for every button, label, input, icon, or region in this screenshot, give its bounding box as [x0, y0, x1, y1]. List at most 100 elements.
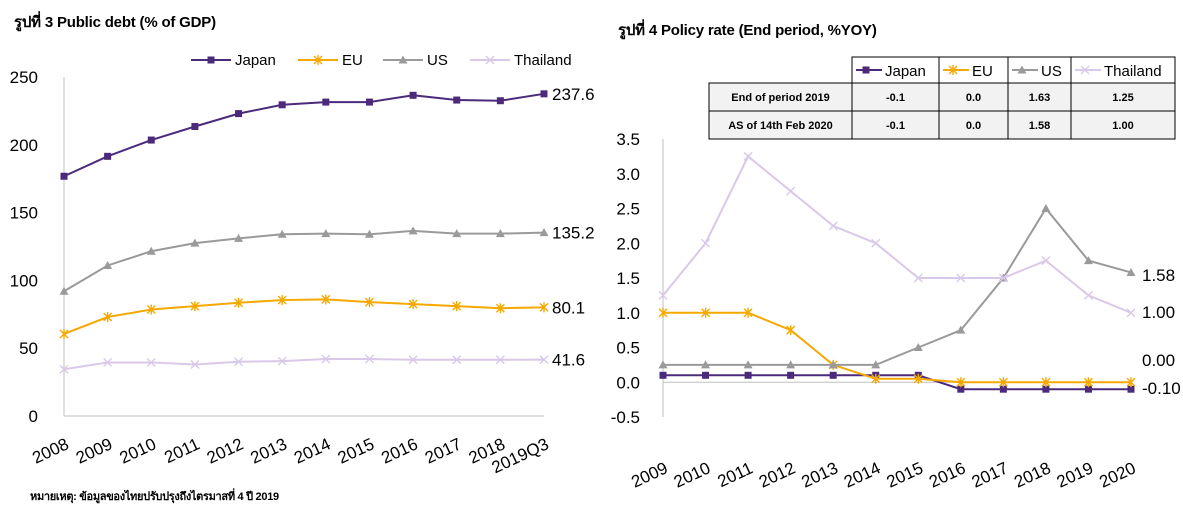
legend-label: Thailand: [1104, 63, 1162, 80]
fig3-x-tick-label: 2011: [161, 434, 202, 467]
data-point: [277, 356, 287, 366]
fig4-x-tick-label: 2015: [884, 458, 926, 491]
fig4-chart: -0.5 0.0 0.5 1.0 1.5 2.0 2.5 3.0 3.5 2009 2010 2011…: [611, 56, 1181, 492]
legend-marker: [1080, 65, 1090, 75]
data-point: [539, 355, 549, 365]
data-point: [701, 360, 711, 369]
fig3-legend-us: US: [383, 52, 448, 69]
data-point: [453, 96, 461, 104]
data-point: [956, 325, 966, 334]
data-point: [540, 90, 548, 98]
data-point: [1041, 204, 1051, 212]
data-point: [190, 238, 200, 247]
fig4-y-tick-label: 1.0: [616, 304, 640, 323]
series-line: [63, 358, 545, 371]
data-point: [322, 98, 330, 106]
data-point: [1126, 377, 1136, 388]
data-point: [146, 304, 156, 315]
data-point: [59, 364, 69, 374]
data-point: [998, 273, 1008, 283]
fig3-y-tick-label: 100: [10, 271, 38, 290]
fig3-series-eu: 80.1: [59, 294, 585, 339]
data-point: [1041, 256, 1051, 266]
data-point: [364, 229, 374, 238]
fig4-end-label: 1.58: [1142, 266, 1175, 285]
data-point: [658, 290, 668, 300]
fig3-y-tick-label: 50: [19, 339, 38, 358]
data-point: [743, 307, 753, 318]
legend-marker: [313, 55, 323, 65]
data-point: [871, 373, 881, 384]
data-point: [786, 360, 796, 369]
data-point: [321, 354, 331, 364]
fig4-y-tick-label: 2.0: [616, 234, 640, 253]
fig4-end-label: -0.10: [1142, 379, 1181, 398]
data-point: [495, 303, 505, 314]
data-point: [828, 221, 838, 231]
data-point: [408, 226, 418, 235]
data-point: [60, 172, 68, 180]
data-point: [1042, 385, 1050, 393]
fig4-legend-thailand: Thailand: [1075, 63, 1162, 80]
fig4-table: Japan EU US Thailand End of period 2019 -0.1 0…: [708, 56, 1176, 140]
data-point: [1126, 308, 1136, 318]
legend-marker: [485, 55, 495, 65]
data-point: [1083, 290, 1093, 300]
data-point: [539, 228, 549, 237]
fig3-end-label: 41.6: [552, 351, 585, 370]
data-point: [999, 385, 1007, 393]
data-point: [743, 151, 753, 161]
table-cell: 1.25: [1112, 92, 1133, 104]
data-point: [146, 246, 156, 255]
data-point: [998, 377, 1008, 388]
data-point: [913, 273, 923, 283]
fig3-x-tick-label: 2009: [73, 434, 115, 467]
data-point: [1083, 256, 1093, 265]
data-point: [364, 297, 374, 308]
series-line: [663, 206, 1132, 366]
table-row: End of period 2019 -0.1 0.0 1.63 1.25: [731, 92, 1133, 104]
data-point: [191, 122, 199, 130]
fig3-legend-thailand: Thailand: [470, 52, 572, 69]
data-point: [1126, 267, 1136, 276]
table-row-label: AS of 14th Feb 2020: [728, 120, 833, 132]
legend-marker: [1017, 65, 1027, 74]
data-point: [190, 359, 200, 369]
fig4-x-tick-label: 2014: [841, 458, 883, 491]
series-line: [63, 298, 545, 335]
fig4-x-tick-label: 2020: [1096, 458, 1138, 491]
fig4-x-tick-label: 2012: [756, 458, 798, 491]
fig3-x-tick-label: 2012: [204, 434, 246, 467]
data-point: [103, 357, 113, 367]
fig4-y-tick-label: 0.0: [616, 373, 640, 392]
series-line: [663, 311, 1131, 384]
data-point: [658, 360, 668, 369]
data-point: [234, 297, 244, 308]
fig4-x-tick-label: 2010: [671, 458, 713, 491]
fig3-series-thailand: 41.6: [59, 351, 585, 374]
data-point: [957, 385, 965, 393]
legend-marker: [862, 66, 870, 74]
legend-label: EU: [972, 63, 993, 80]
data-point: [495, 229, 505, 238]
data-point: [828, 360, 838, 369]
table-cell: 0.0: [966, 92, 981, 104]
data-point: [701, 238, 711, 248]
legend-marker: [398, 55, 408, 64]
fig3-x-tick-label: 2015: [335, 434, 377, 467]
data-point: [871, 238, 881, 248]
fig4-y-tick-label: -0.5: [611, 408, 640, 427]
data-point: [321, 229, 331, 238]
data-point: [103, 260, 113, 269]
fig4-y-tick-label: 2.5: [616, 200, 640, 219]
data-point: [539, 302, 549, 313]
data-point: [702, 371, 710, 379]
data-point: [786, 186, 796, 196]
fig3-y-tick-label: 250: [10, 68, 38, 87]
fig4-legend-japan: Japan: [856, 63, 926, 80]
fig4-x-tick-label: 2017: [969, 458, 1011, 491]
fig4-x-tick-label: 2013: [799, 458, 841, 491]
fig4-y-tick-label: 3.5: [616, 130, 640, 149]
data-point: [408, 355, 418, 365]
